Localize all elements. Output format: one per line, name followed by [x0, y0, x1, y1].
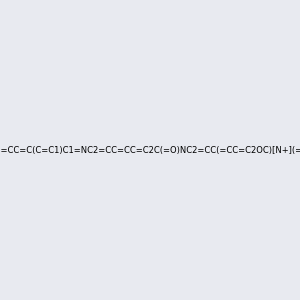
Text: CCOC1=CC=C(C=C1)C1=NC2=CC=CC=C2C(=O)NC2=CC(=CC=C2OC)[N+](=O)[O-]: CCOC1=CC=C(C=C1)C1=NC2=CC=CC=C2C(=O)NC2=…	[0, 146, 300, 154]
